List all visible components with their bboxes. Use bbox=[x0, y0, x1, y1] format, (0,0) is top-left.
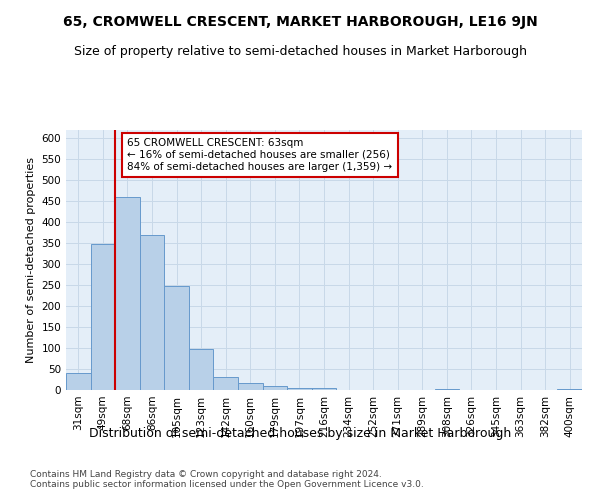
Bar bbox=[312, 388, 336, 390]
Y-axis label: Number of semi-detached properties: Number of semi-detached properties bbox=[26, 157, 36, 363]
Bar bbox=[214, 377, 238, 390]
Text: Size of property relative to semi-detached houses in Market Harborough: Size of property relative to semi-detach… bbox=[74, 45, 527, 58]
Bar bbox=[189, 350, 214, 390]
Bar bbox=[140, 235, 164, 390]
Text: 65, CROMWELL CRESCENT, MARKET HARBOROUGH, LE16 9JN: 65, CROMWELL CRESCENT, MARKET HARBOROUGH… bbox=[62, 15, 538, 29]
Text: Distribution of semi-detached houses by size in Market Harborough: Distribution of semi-detached houses by … bbox=[89, 428, 511, 440]
Bar bbox=[434, 388, 459, 390]
Bar bbox=[164, 286, 189, 390]
Bar bbox=[238, 384, 263, 390]
Bar bbox=[115, 197, 140, 390]
Bar bbox=[263, 386, 287, 390]
Bar bbox=[91, 244, 115, 390]
Text: 65 CROMWELL CRESCENT: 63sqm
← 16% of semi-detached houses are smaller (256)
84% : 65 CROMWELL CRESCENT: 63sqm ← 16% of sem… bbox=[127, 138, 392, 172]
Bar bbox=[287, 388, 312, 390]
Bar bbox=[66, 373, 91, 390]
Text: Contains HM Land Registry data © Crown copyright and database right 2024.
Contai: Contains HM Land Registry data © Crown c… bbox=[30, 470, 424, 490]
Bar bbox=[557, 388, 582, 390]
